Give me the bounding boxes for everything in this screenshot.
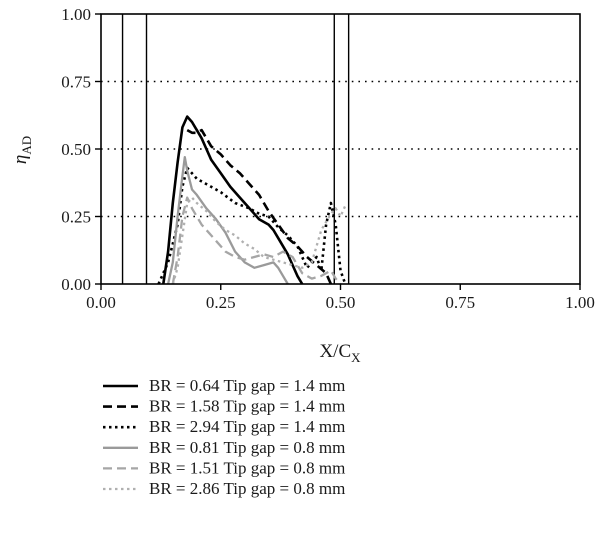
series-line-6	[171, 196, 347, 285]
y-tick-label: 1.00	[61, 5, 91, 24]
y-axis-label-sub: AD	[19, 136, 34, 155]
legend-label-5: BR = 1.51 Tip gap = 0.8 mm	[149, 458, 345, 477]
legend-label-3: BR = 2.94 Tip gap = 1.4 mm	[149, 417, 345, 436]
reference-lines	[121, 14, 350, 284]
y-tick-label: 0.75	[61, 73, 91, 92]
y-tick-label: 0.25	[61, 208, 91, 227]
x-tick-label: 1.00	[565, 293, 595, 312]
legend-label-2: BR = 1.58 Tip gap = 1.4 mm	[149, 397, 345, 416]
x-tick-label: 0.25	[206, 293, 236, 312]
axis-ticks: 0.00 0.25 0.50 0.75 1.00 0.00 0.25 0.50 0.75 1.00	[61, 5, 595, 312]
y-axis-label-main: η	[10, 155, 31, 164]
x-axis-label: X/CX	[319, 341, 361, 365]
series-line-5	[171, 196, 342, 285]
series-lines	[157, 115, 347, 285]
x-axis-label-main: X/C	[319, 341, 351, 362]
x-tick-label: 0.50	[326, 293, 356, 312]
x-tick-label: 0.00	[86, 293, 116, 312]
series-line-1	[162, 115, 304, 285]
y-tick-label: 0.00	[61, 275, 91, 294]
y-tick-label: 0.50	[61, 140, 91, 159]
legend-label-4: BR = 0.81 Tip gap = 0.8 mm	[149, 438, 345, 457]
x-tick-label: 0.75	[445, 293, 475, 312]
grid	[101, 80, 580, 218]
legend: BR = 0.64 Tip gap = 1.4 mm BR = 1.58 Tip …	[103, 376, 345, 498]
legend-label-1: BR = 0.64 Tip gap = 1.4 mm	[149, 376, 345, 395]
y-axis-label: ηAD	[10, 136, 34, 164]
legend-label-6: BR = 2.86 Tip gap = 0.8 mm	[149, 479, 345, 498]
series-line-4	[166, 155, 289, 285]
series-line-2	[186, 128, 333, 285]
x-axis-label-sub: X	[351, 350, 361, 365]
